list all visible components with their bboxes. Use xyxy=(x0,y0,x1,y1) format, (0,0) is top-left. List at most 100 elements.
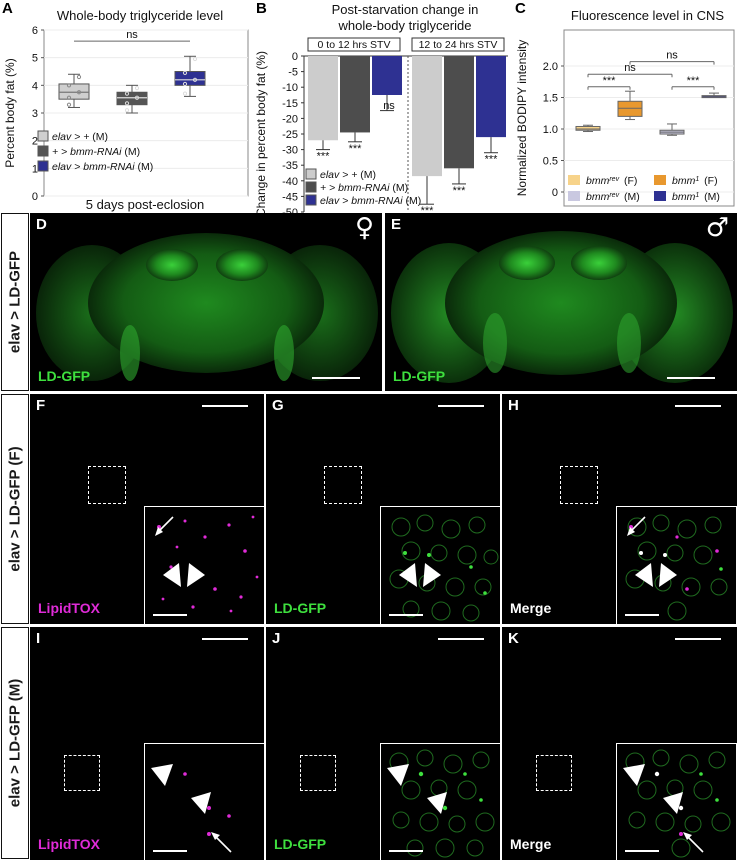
zoom-region-g xyxy=(324,466,362,504)
chart-c-plot-area xyxy=(563,29,735,207)
panel-letter-a: A xyxy=(2,0,13,17)
chart-a-sig-label: ns xyxy=(126,29,138,41)
chart-b-bar-1-2 xyxy=(476,56,506,138)
micrograph-f: F LipidTOX xyxy=(30,394,264,624)
panel-b-title-line2: whole-body triglyceride xyxy=(338,18,472,33)
chart-a-point-2-0 xyxy=(182,81,188,87)
chart-c-legend-label-3: bmm1 (M) xyxy=(672,191,720,203)
chart-b-legend-label-2: elav > bmm-RNAi (M) xyxy=(320,195,421,207)
chart-b-ytick-label-0: 0 xyxy=(292,51,298,63)
chart-b-group-label-0: 0 to 12 hrs STV xyxy=(318,39,391,51)
chart-b-sig-2: ns xyxy=(383,100,395,112)
row-label-top: elav > LD-GFP xyxy=(1,213,29,391)
chart-b-bar-1-0 xyxy=(412,56,442,177)
inset-g xyxy=(380,506,500,624)
inset-k-dots xyxy=(623,749,731,858)
chart-b-bar-1-1 xyxy=(444,56,474,169)
chart-b-sig-5: *** xyxy=(485,154,499,166)
chart-b-group-box-0 xyxy=(307,37,401,52)
chart-b-sig-4: *** xyxy=(453,185,467,197)
chart-a-ytick-label-2: 2 xyxy=(32,136,38,148)
chart-a-box-2 xyxy=(174,71,206,86)
scale-bar-d xyxy=(312,377,360,379)
zoom-region-k xyxy=(536,755,572,791)
chart-a-point-1-0 xyxy=(124,101,130,106)
scale-bar-inset-h xyxy=(625,614,659,616)
scale-bar-inset-k xyxy=(625,850,659,852)
chart-b-ytick-label-3: -15 xyxy=(282,98,298,110)
brain-image-d xyxy=(36,233,378,381)
chart-c-sig-0-label: *** xyxy=(603,75,617,87)
chart-a-box-1 xyxy=(116,91,148,106)
micrograph-f-channel: LipidTOX xyxy=(38,600,100,616)
chart-b-sig-1: *** xyxy=(349,143,363,155)
micrograph-e-letter: E xyxy=(391,216,402,233)
micrograph-i: I LipidTOX xyxy=(30,627,264,860)
chart-a-point-1-3 xyxy=(134,86,140,91)
chart-a-legend-label-0: elav > + (M) xyxy=(52,131,108,143)
chart-b-bar-0-0 xyxy=(308,56,338,141)
row-label-middle-text: elav > LD-GFP (F) xyxy=(6,446,24,572)
chart-b-bar-0-2 xyxy=(372,56,402,95)
inset-g-dots xyxy=(389,514,499,622)
inset-f xyxy=(144,506,264,624)
panel-b-barchart: 0 to 12 hrs STV 12 to 24 hrs STV 0 -5 -10 -15… xyxy=(254,37,508,214)
panel-c-title: Fluorescence level in CNS xyxy=(570,8,725,23)
chart-c-ytick-label-3: 1.5 xyxy=(543,93,558,105)
scale-bar-i xyxy=(202,638,248,640)
chart-a-point-1-2 xyxy=(124,91,130,96)
row-label-top-text: elav > LD-GFP xyxy=(6,250,24,354)
micrograph-g: G LD-GFP xyxy=(266,394,500,624)
scale-bar-h xyxy=(675,405,721,407)
chart-c-legend-swatch-3 xyxy=(654,191,666,201)
chart-c-ytick-label-0: 0 xyxy=(552,187,558,199)
panel-a-xlabel: 5 days post-eclosion xyxy=(85,197,205,212)
scale-bar-g xyxy=(438,405,484,407)
chart-b-bar-0-1 xyxy=(340,56,370,133)
micrograph-h-letter: H xyxy=(508,397,519,414)
chart-a-point-2-3 xyxy=(192,56,198,62)
inset-i xyxy=(144,743,264,860)
micrograph-j-letter: J xyxy=(272,630,281,647)
chart-a-box-0 xyxy=(58,83,90,100)
chart-b-ytick-label-4: -20 xyxy=(282,113,298,125)
inset-k xyxy=(616,743,737,860)
male-icon: ♂ xyxy=(705,213,729,243)
micrograph-f-letter: F xyxy=(36,397,46,414)
micrograph-h: H Merge xyxy=(502,394,737,624)
chart-a-ytick-label-6: 6 xyxy=(32,25,38,37)
scale-bar-k xyxy=(675,638,721,640)
chart-a-point-2-2 xyxy=(182,70,188,75)
inset-j-dots xyxy=(387,749,495,858)
micrograph-i-channel: LipidTOX xyxy=(38,836,100,852)
row-label-bottom: elav > LD-GFP (M) xyxy=(1,627,29,859)
chart-c-box-0 xyxy=(575,125,601,131)
chart-c-legend-swatch-2 xyxy=(568,191,580,201)
chart-c-legend-label-0: bmmrev (F) xyxy=(586,175,637,187)
panel-c-boxplot: 0 0.5 1.0 1.5 2.0 Normalized BODIPY intensity… xyxy=(515,29,735,207)
brain-image-e xyxy=(391,231,733,383)
chart-b-ytick-label-10: -50 xyxy=(282,207,298,214)
chart-c-legend-label-1: bmm1 (F) xyxy=(672,175,718,187)
chart-c-sig-3-label: ns xyxy=(666,50,678,62)
chart-a-legend-label-1: + > bmm-RNAi (M) xyxy=(52,146,140,158)
chart-c-legend-swatch-0 xyxy=(568,175,580,185)
chart-a-legend-swatch-0 xyxy=(37,130,49,142)
panel-a-title: Whole-body triglyceride level xyxy=(56,8,224,23)
chart-a-legend-swatch-1 xyxy=(37,145,49,157)
micrograph-i-letter: I xyxy=(36,630,41,647)
micrograph-e-channel: LD-GFP xyxy=(393,368,446,384)
chart-a-legend-swatch-2 xyxy=(37,160,49,172)
scale-bar-inset-g xyxy=(389,614,423,616)
panel-letter-b: B xyxy=(256,0,267,17)
chart-a-ytick-label-1: 1 xyxy=(32,163,38,175)
panel-letter-c: C xyxy=(515,0,526,17)
inset-h-dots xyxy=(625,514,728,621)
chart-b-ytick-label-2: -10 xyxy=(282,82,298,94)
micrograph-k: K Merge xyxy=(502,627,737,860)
scale-bar-e xyxy=(667,377,715,379)
chart-b-legend-label-1: + > bmm-RNAi (M) xyxy=(320,182,408,194)
chart-a-point-0-2 xyxy=(66,83,72,88)
micrograph-j: J LD-GFP xyxy=(266,627,500,860)
chart-b-group-label-1: 12 to 24 hrs STV xyxy=(419,39,498,51)
